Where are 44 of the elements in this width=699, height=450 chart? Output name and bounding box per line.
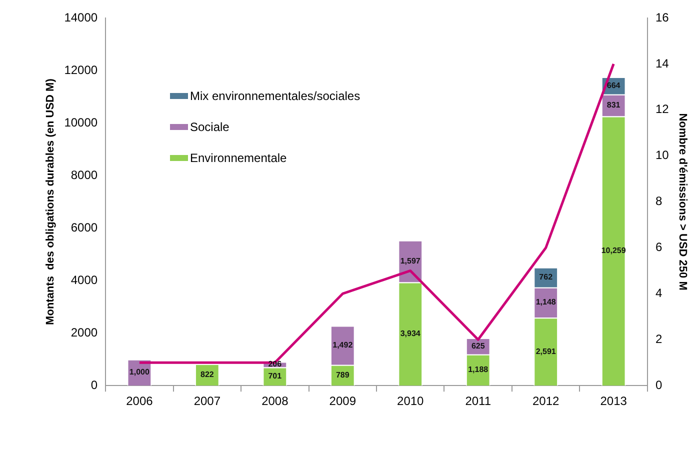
y2-tick-label: 2 (655, 332, 662, 346)
y2-tick-label: 0 (655, 378, 662, 392)
data-label: 822 (200, 370, 214, 380)
data-label: 664 (606, 80, 621, 90)
data-label: 789 (336, 370, 350, 380)
x-tick-label: 2011 (465, 394, 492, 408)
x-tick-label: 2007 (194, 394, 221, 408)
legend-label: Environnementale (190, 150, 287, 164)
y-tick-label: 2000 (70, 325, 98, 340)
y-tick-label: 10000 (64, 115, 98, 130)
x-tick-label: 2012 (532, 394, 560, 408)
data-label: 1,492 (332, 340, 354, 350)
data-label: 1,597 (400, 256, 421, 266)
x-tick-label: 2008 (262, 394, 289, 408)
legend-label: Mix environnementales/sociales (190, 88, 360, 102)
y2-tick-label: 6 (655, 240, 662, 254)
x-tick-label: 2010 (397, 394, 424, 408)
data-label: 1,000 (129, 368, 150, 377)
data-label: 2,591 (536, 346, 556, 356)
data-label: 701 (268, 372, 282, 381)
data-label: 831 (606, 100, 621, 110)
x-tick-label: 2006 (126, 394, 154, 408)
y-tick-label: 0 (90, 378, 98, 392)
y2-axis-title: Nombre d'émissions > USD 250 M (676, 113, 688, 290)
data-label: 625 (471, 341, 486, 350)
y2-tick-label: 12 (655, 102, 670, 116)
data-label: 762 (539, 272, 554, 282)
y2-tick-label: 14 (655, 56, 670, 70)
legend-label: Sociale (190, 120, 230, 134)
data-label: 1,188 (468, 365, 489, 374)
y2-tick-label: 4 (655, 286, 662, 300)
y2-tick-label: 10 (655, 148, 670, 162)
x-tick-label: 2009 (329, 394, 356, 408)
y2-tick-label: 16 (655, 10, 670, 24)
y-tick-label: 6000 (70, 220, 98, 234)
y-tick-label: 12000 (64, 62, 98, 77)
y-tick-label: 4000 (70, 272, 98, 287)
x-tick-label: 2013 (600, 394, 628, 408)
y-tick-label: 8000 (70, 168, 98, 182)
y2-tick-label: 8 (655, 194, 662, 208)
y-tick-label: 14000 (64, 10, 98, 24)
data-label: 3,934 (400, 329, 421, 338)
data-label: 1,148 (536, 298, 556, 307)
y-axis-title: Montants des obligations durables (en USD M) (44, 78, 57, 325)
